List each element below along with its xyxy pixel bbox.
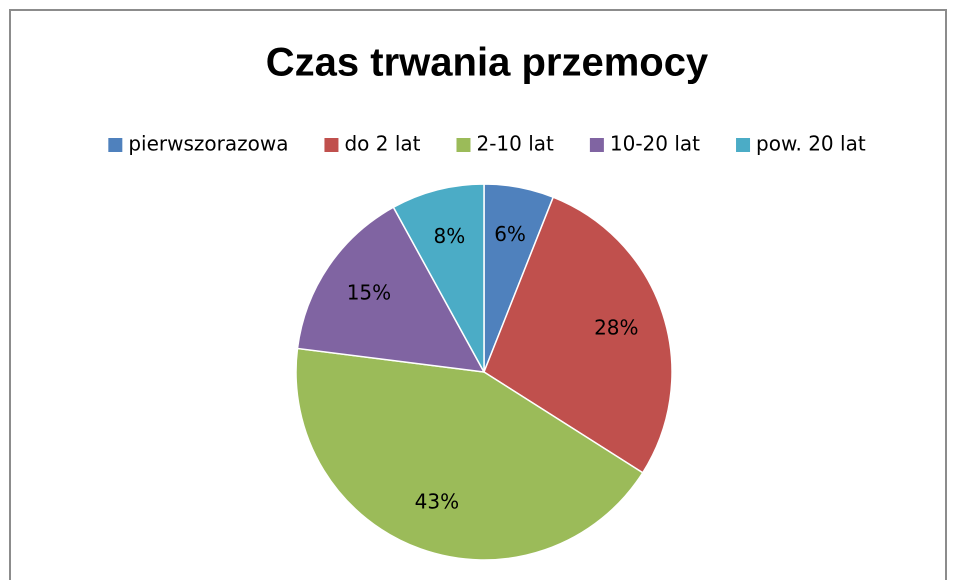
legend-swatch <box>324 138 339 152</box>
data-label: 8% <box>434 224 466 248</box>
pie-slice <box>296 206 486 373</box>
legend-label: 10-20 lat <box>610 132 700 156</box>
legend: pierwszorazowa do 2 lat 2-10 lat 10-20 lat p… <box>108 132 866 156</box>
chart-title: Czas trwania przemocy <box>266 41 709 85</box>
pie-slice <box>483 196 673 474</box>
data-label: 15% <box>347 280 391 304</box>
pie-slice <box>392 183 485 373</box>
legend-swatch <box>736 138 751 152</box>
data-label: 6% <box>494 222 526 246</box>
legend-label: 2-10 lat <box>476 132 554 156</box>
pie-slice <box>295 347 644 561</box>
legend-label: do 2 lat <box>344 132 420 156</box>
chart-border <box>9 9 947 580</box>
legend-swatch <box>456 138 471 152</box>
legend-label: pow. 20 lat <box>756 132 866 156</box>
data-label: 43% <box>415 489 459 513</box>
data-label: 28% <box>594 316 638 340</box>
legend-label: pierwszorazowa <box>128 132 288 156</box>
legend-swatch <box>589 138 604 152</box>
legend-swatch <box>108 138 123 152</box>
